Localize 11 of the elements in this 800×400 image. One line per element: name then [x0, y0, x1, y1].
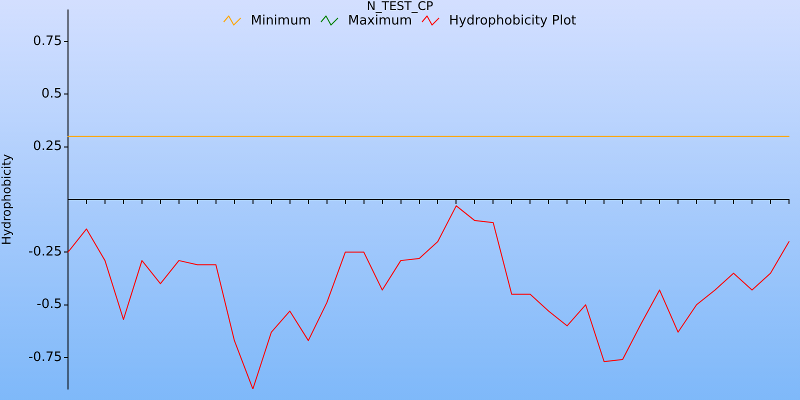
y-tick-label: 0.25 — [33, 139, 62, 154]
legend-label: Hydrophobicity Plot — [449, 13, 576, 28]
chart-title: N_TEST_CP — [366, 0, 434, 14]
legend-label: Minimum — [250, 13, 311, 28]
y-tick-label: 0.75 — [33, 34, 62, 49]
y-tick-label: -0.5 — [36, 297, 62, 312]
y-tick-label: 0.5 — [41, 86, 62, 102]
y-tick-label: -0.25 — [28, 244, 62, 260]
y-tick-label: -0.75 — [28, 350, 62, 365]
y-axis-title: Hydrophobicity — [0, 154, 14, 246]
legend-label: Maximum — [348, 13, 412, 28]
